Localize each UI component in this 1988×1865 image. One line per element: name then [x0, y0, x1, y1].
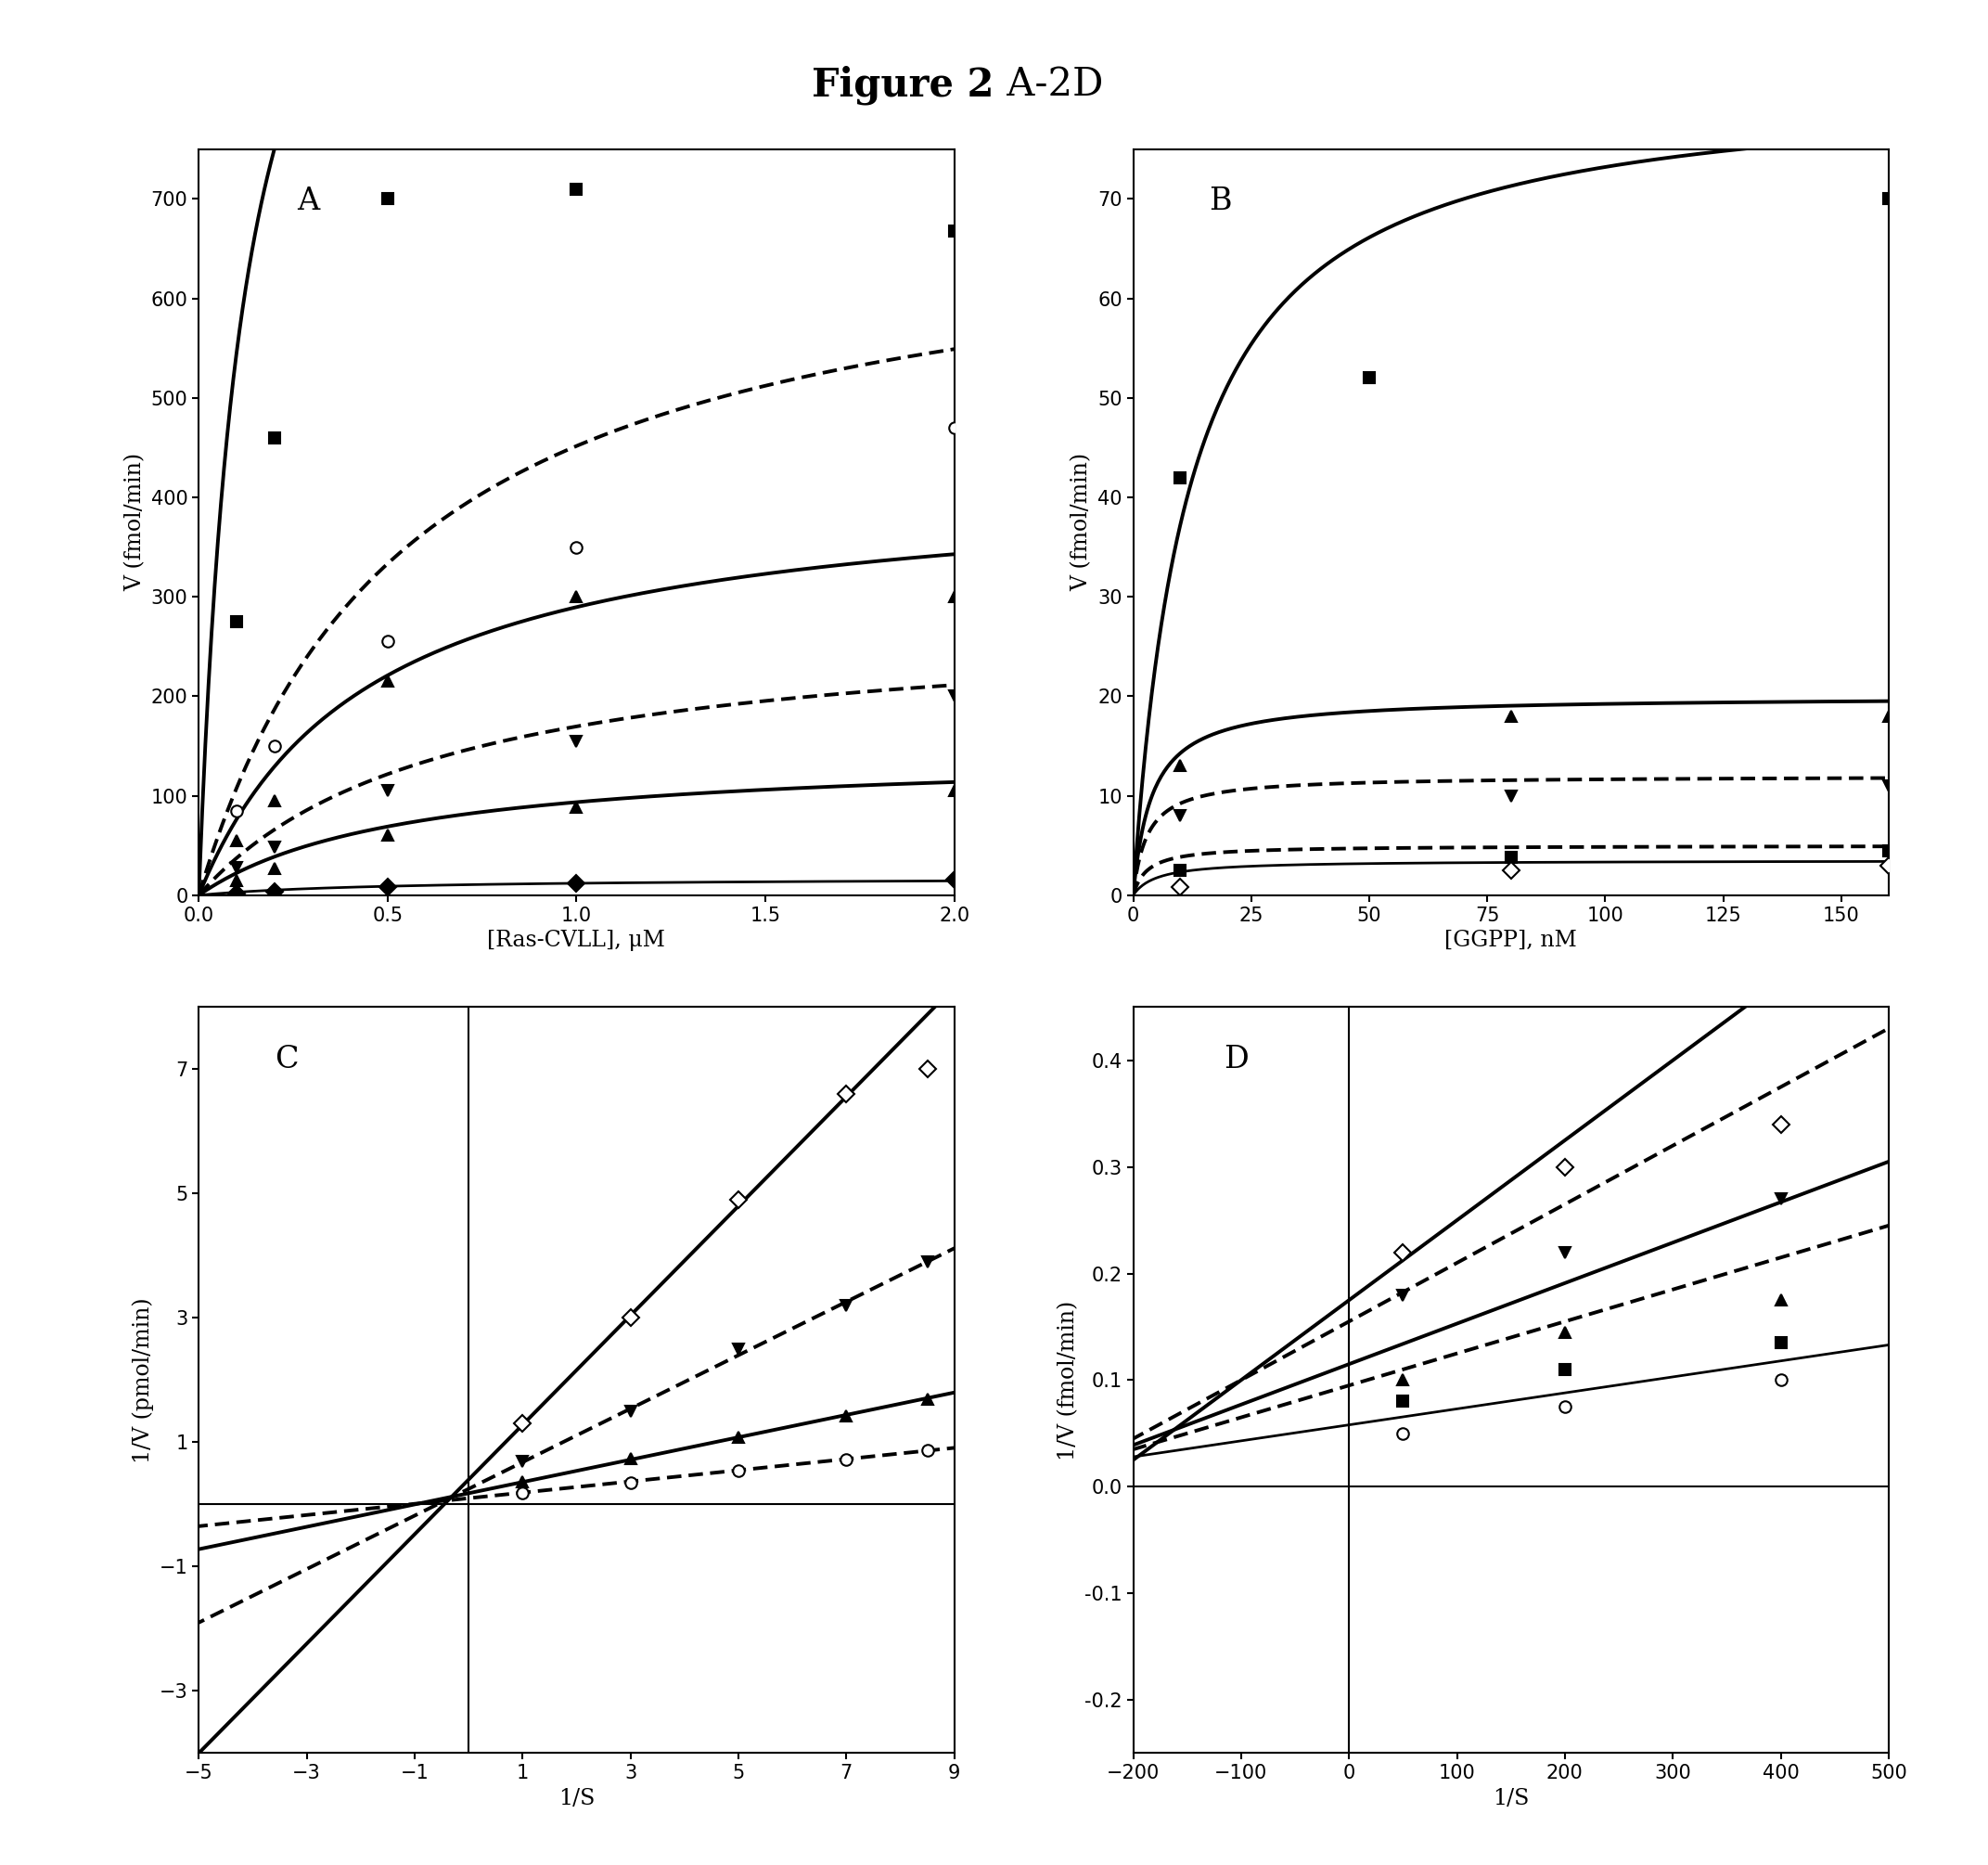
Y-axis label: 1/V (fmol/min): 1/V (fmol/min): [1058, 1300, 1079, 1460]
X-axis label: 1/S: 1/S: [1493, 1789, 1529, 1809]
Text: C: C: [274, 1044, 298, 1074]
X-axis label: 1/S: 1/S: [559, 1789, 594, 1809]
X-axis label: [Ras-CVLL], μM: [Ras-CVLL], μM: [487, 931, 666, 951]
Text: A: A: [296, 186, 320, 216]
Text: Figure 2: Figure 2: [811, 65, 994, 104]
Text: B: B: [1209, 186, 1231, 216]
Y-axis label: V (fmol/min): V (fmol/min): [125, 453, 145, 591]
X-axis label: [GGPP], nM: [GGPP], nM: [1445, 931, 1576, 951]
Text: A-2D: A-2D: [994, 65, 1103, 104]
Y-axis label: V (fmol/min): V (fmol/min): [1072, 453, 1091, 591]
Y-axis label: 1/V (pmol/min): 1/V (pmol/min): [133, 1298, 155, 1462]
Text: D: D: [1225, 1044, 1248, 1074]
